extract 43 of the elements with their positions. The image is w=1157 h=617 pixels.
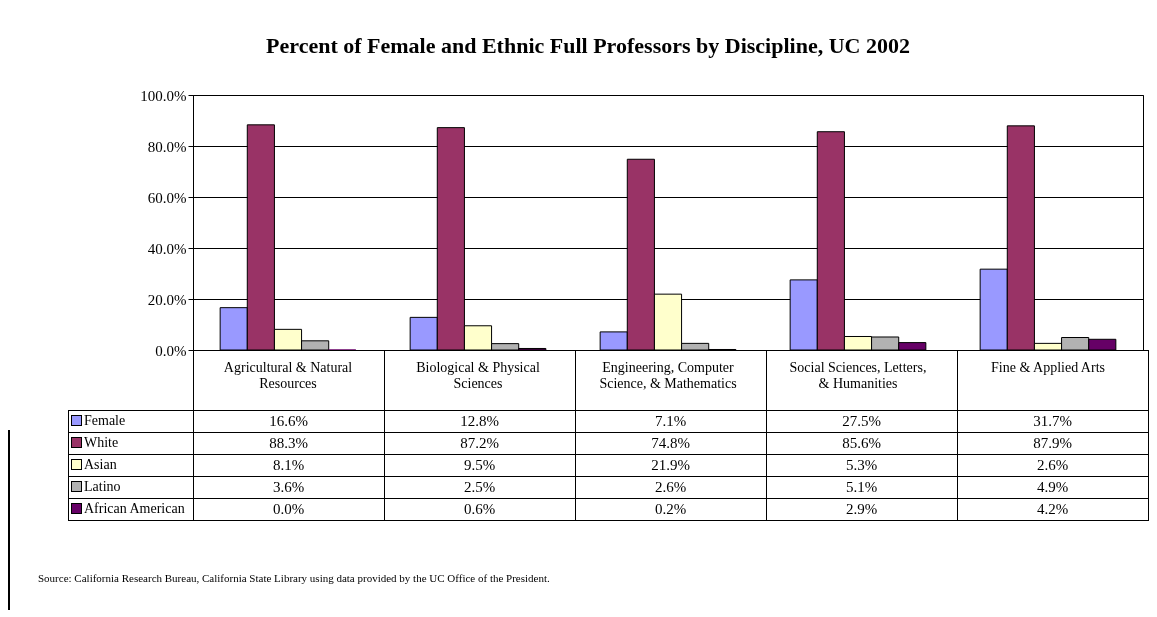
chart-title: Percent of Female and Ethnic Full Professors by Discipline, UC 2002: [266, 33, 910, 58]
data-label: 85.6%: [766, 432, 957, 454]
legend-label: African American: [68, 498, 193, 520]
data-label: 2.5%: [384, 476, 575, 498]
data-label: 5.1%: [766, 476, 957, 498]
y-tick-label: 80.0%: [147, 138, 187, 155]
source-note: Source: California Research Bureau, California State Library using data provided by the UC Office of the President.: [38, 572, 550, 584]
data-label: 2.9%: [766, 498, 957, 520]
legend-label: White: [68, 432, 193, 454]
data-label: 87.9%: [957, 432, 1148, 454]
y-tick-label: 0.0%: [155, 342, 187, 359]
data-label: 0.6%: [384, 498, 575, 520]
data-label: 2.6%: [575, 476, 766, 498]
legend-label: Female: [68, 410, 193, 432]
data-label: 21.9%: [575, 454, 766, 476]
data-label: 87.2%: [384, 432, 575, 454]
data-label: 8.1%: [193, 454, 384, 476]
data-label: 12.8%: [384, 410, 575, 432]
data-label: 74.8%: [575, 432, 766, 454]
y-tick-label: 60.0%: [147, 189, 187, 206]
data-label: 5.3%: [766, 454, 957, 476]
data-label: 16.6%: [193, 410, 384, 432]
legend-label: Latino: [68, 476, 193, 498]
data-label: 2.6%: [957, 454, 1148, 476]
data-label: 7.1%: [575, 410, 766, 432]
data-label: 9.5%: [384, 454, 575, 476]
data-label: 27.5%: [766, 410, 957, 432]
x-tick-label: Social Sciences, Letters, & Humanities: [789, 359, 927, 391]
x-tick-label: Fine & Applied Arts: [991, 359, 1105, 375]
legend-label: Asian: [68, 454, 193, 476]
data-label: 3.6%: [193, 476, 384, 498]
data-label: 31.7%: [957, 410, 1148, 432]
data-label: 88.3%: [193, 432, 384, 454]
data-label: 4.9%: [957, 476, 1148, 498]
data-label: 0.0%: [193, 498, 384, 520]
data-label: 4.2%: [957, 498, 1148, 520]
x-tick-label: Engineering, Computer Science, & Mathematics: [599, 359, 737, 391]
x-tick-label: Biological & Physical Sciences: [416, 359, 540, 391]
y-tick-label: 20.0%: [147, 291, 187, 308]
x-tick-label: Agricultural & Natural Resources: [223, 359, 353, 391]
y-tick-label: 40.0%: [147, 240, 187, 257]
y-tick-label: 100.0%: [140, 87, 187, 104]
data-label: 0.2%: [575, 498, 766, 520]
